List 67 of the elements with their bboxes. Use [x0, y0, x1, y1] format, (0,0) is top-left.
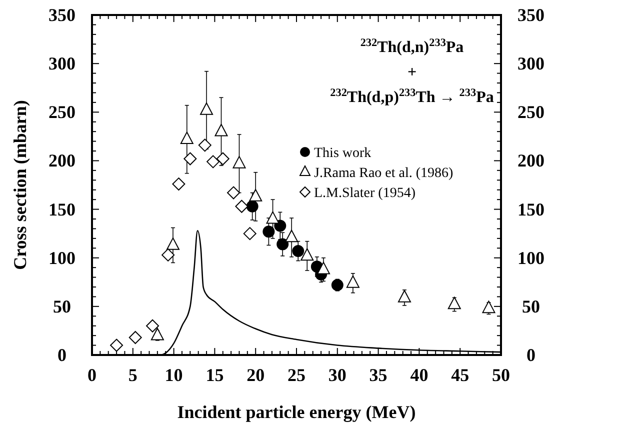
point — [243, 227, 256, 240]
point — [346, 275, 360, 288]
x-tick-label: 50 — [492, 365, 510, 385]
y-tick-label: 350 — [48, 5, 76, 25]
point — [292, 245, 304, 258]
y-tick-label: 100 — [48, 248, 76, 268]
y2-tick-label: 100 — [518, 248, 544, 268]
point — [482, 300, 496, 314]
y2-tick-label: 50 — [522, 296, 540, 316]
annotation: $^{232}$Th(d,p)$^{233}$Th → $^{233}$Pa — [330, 87, 494, 106]
x-tick-label: 10 — [164, 365, 183, 385]
point — [316, 262, 330, 274]
point — [184, 152, 197, 166]
x-axis-title: Incident particle energy (MeV) — [177, 402, 416, 422]
x-tick-label: 0 — [88, 365, 96, 385]
point — [150, 328, 164, 340]
y2-tick-label: 200 — [518, 150, 544, 171]
point — [232, 156, 246, 168]
point — [110, 338, 124, 352]
y2-tick-label: 250 — [518, 102, 544, 122]
x-tick-label: 30 — [328, 365, 346, 385]
point — [200, 102, 214, 115]
point — [198, 138, 212, 152]
y-axis-title: Cross section (mbarn) — [10, 100, 30, 270]
annotation: + — [407, 64, 417, 81]
y-tick-label: 200 — [48, 150, 76, 171]
point — [172, 178, 186, 191]
x-tick-label: 35 — [369, 365, 388, 385]
x-tick-label: 20 — [246, 365, 265, 385]
point — [276, 238, 289, 250]
point — [166, 238, 180, 250]
point — [180, 132, 194, 144]
point — [266, 211, 280, 224]
point — [398, 290, 411, 302]
point — [274, 220, 286, 232]
y2-tick-label: 300 — [518, 54, 544, 74]
y2-tick-label: 0 — [526, 345, 536, 365]
point — [235, 200, 248, 213]
x-tick-label: 25 — [288, 365, 306, 385]
legend-label: This work — [314, 146, 372, 161]
y-tick-label: 250 — [48, 102, 76, 122]
y-tick-label: 0 — [58, 345, 66, 365]
point — [227, 186, 240, 200]
y-tick-label: 300 — [48, 54, 76, 74]
point — [448, 296, 461, 310]
legend-label: L.M.Slater (1954) — [314, 186, 416, 201]
point — [162, 248, 175, 262]
y2-tick-label: 150 — [518, 199, 544, 220]
y-tick-label: 50 — [53, 296, 71, 316]
point — [146, 319, 160, 332]
point — [214, 124, 228, 136]
y-tick-label: 150 — [48, 199, 76, 220]
point — [249, 188, 262, 202]
y2-tick-label: 350 — [518, 5, 544, 25]
annotation: $^{232}$Th(d,n)$^{233}$Pa — [360, 37, 464, 56]
point — [262, 226, 275, 238]
point — [216, 152, 230, 166]
point — [128, 331, 142, 344]
legend-label: J.Rama Rao et al. (1986) — [314, 166, 454, 181]
x-tick-label: 45 — [451, 365, 470, 385]
x-tick-label: 5 — [128, 365, 138, 385]
x-tick-label: 40 — [410, 365, 428, 385]
point — [331, 279, 344, 292]
point — [206, 155, 220, 168]
x-tick-label: 15 — [206, 365, 224, 385]
point — [300, 248, 314, 261]
point — [285, 230, 298, 242]
